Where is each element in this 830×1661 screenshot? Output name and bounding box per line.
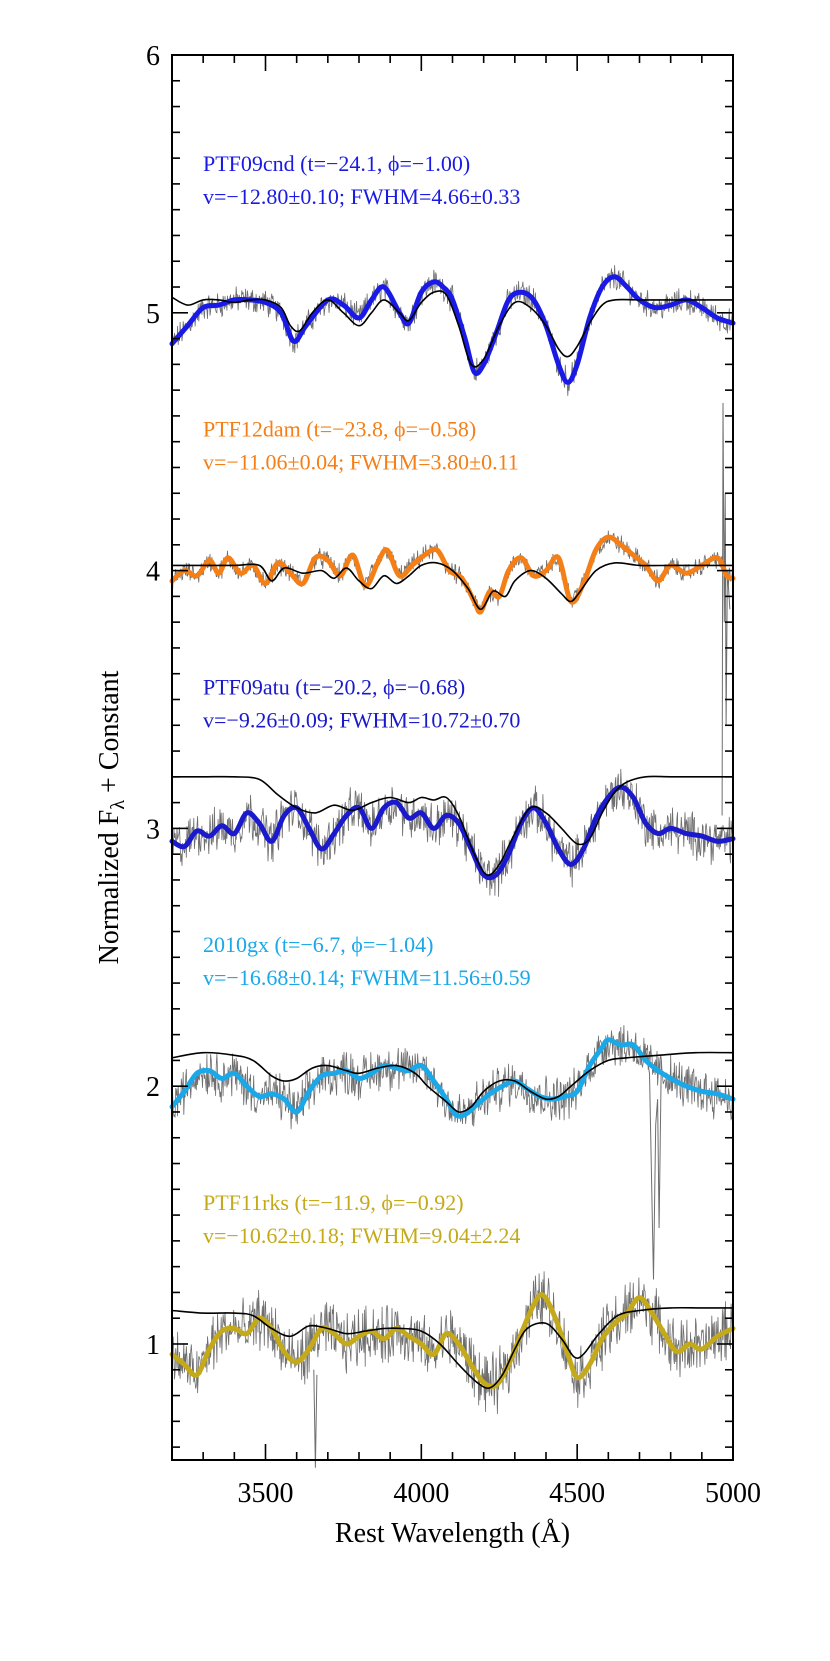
spectrum-fit-label-PTF12dam: v=−11.06±0.04; FWHM=3.80±0.11 (203, 450, 519, 475)
y-tick-label: 6 (146, 41, 160, 72)
spectrum-label-PTF09atu: PTF09atu (t=−20.2, ϕ=−0.68) (203, 674, 465, 699)
raw-spectrum-2010gx (171, 1025, 734, 1130)
smoothed-spectrum-2010gx (169, 1037, 736, 1119)
spectrum-fit-label-PTF11rks: v=−10.62±0.18; FWHM=9.04±2.24 (203, 1223, 520, 1248)
y-tick-label: 5 (146, 299, 160, 330)
spectrum-label-2010gx: 2010gx (t=−6.7, ϕ=−1.04) (203, 932, 433, 957)
tick-marks-layer (171, 54, 734, 1460)
smoothed-spectrum-PTF11rks (169, 1292, 736, 1390)
model-spectrum-2010gx (171, 1051, 734, 1113)
spectrum-fit-label-PTF09atu: v=−9.26±0.09; FWHM=10.72±0.70 (203, 707, 520, 732)
model-spectrum-PTF12dam (172, 561, 733, 611)
y-axis-title-subscript: λ (107, 800, 129, 810)
model-spectrum-PTF09atu (172, 775, 733, 876)
model-spectrum-PTF09cnd (171, 290, 733, 368)
smoothed-spectrum-PTF09cnd (169, 274, 736, 385)
plot-frame (171, 54, 734, 1461)
smoothed-spectrum-PTF09atu (169, 784, 736, 881)
spectrum-label-PTF09cnd: PTF09cnd (t=−24.1, ϕ=−1.00) (203, 151, 470, 176)
y-tick-label: 4 (146, 557, 160, 588)
y-tick-label: 2 (146, 1072, 160, 1103)
raw-spectrum-PTF12dam (171, 530, 734, 615)
y-axis-title-suffix: + Constant (94, 670, 125, 800)
spectrum-fit-label-PTF09cnd: v=−12.80±0.10; FWHM=4.66±0.33 (203, 184, 520, 209)
model-spectra-layer (171, 290, 734, 1389)
x-tick-label: 3500 (238, 1478, 294, 1509)
y-tick-label: 1 (146, 1330, 160, 1361)
spectrum-label-PTF12dam: PTF12dam (t=−23.8, ϕ=−0.58) (203, 417, 476, 442)
axes-layer (171, 54, 734, 1461)
artifact-spike (645, 1050, 662, 1280)
y-axis-title: Normalized Fλ + Constant (94, 670, 129, 964)
smoothed-spectra-layer (169, 274, 736, 1390)
spectrum-fit-label-2010gx: v=−16.68±0.14; FWHM=11.56±0.59 (203, 965, 531, 990)
model-spectrum-PTF11rks (171, 1306, 733, 1389)
x-tick-label: 4000 (393, 1478, 449, 1509)
y-axis-title-main: Normalized F (94, 810, 125, 965)
raw-spectrum-PTF11rks (171, 1271, 734, 1415)
x-tick-label: 4500 (549, 1478, 605, 1509)
x-axis-title: Rest Wavelength (Å) (335, 1518, 570, 1549)
y-tick-label: 3 (146, 814, 160, 845)
raw-spectrum-PTF09atu (171, 768, 734, 897)
artifact-spike (313, 1369, 318, 1468)
spectrum-label-PTF11rks: PTF11rks (t=−11.9, ϕ=−0.92) (203, 1190, 464, 1215)
tick-labels-layer: 3500 4000 4500 5000 1 2 3 4 5 6 (146, 41, 761, 1509)
raw-spectrum-PTF09cnd (171, 265, 734, 396)
smoothed-spectrum-PTF12dam (169, 534, 736, 615)
artifact-spike (721, 402, 731, 816)
spectrum-labels-layer: PTF09cnd (t=−24.1, ϕ=−1.00) v=−12.80±0.10… (203, 151, 531, 1248)
x-tick-label: 5000 (705, 1478, 761, 1509)
